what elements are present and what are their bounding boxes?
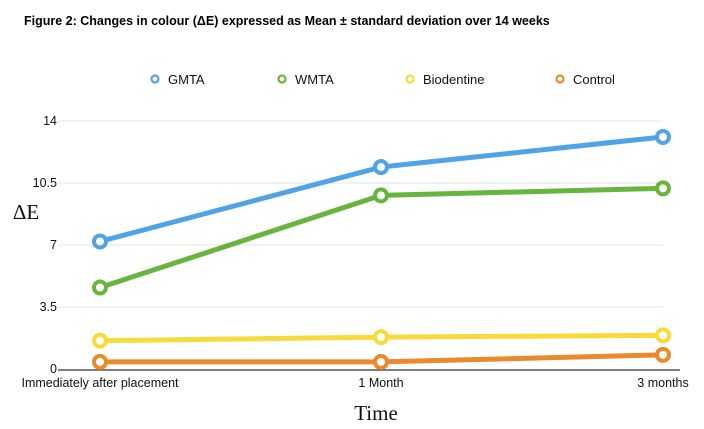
data-point [373, 329, 389, 346]
y-axis-title: ΔE [13, 200, 39, 224]
y-tick-label: 14 [43, 114, 57, 128]
data-point [92, 353, 108, 370]
legend-item-biodentine: Biodentine [405, 72, 484, 87]
legend-marker [555, 74, 565, 84]
x-tick-label: 1 Month [358, 376, 403, 390]
data-point [655, 180, 671, 197]
legend-marker [405, 74, 415, 84]
series-gmta [92, 128, 671, 250]
series-wmta [92, 180, 671, 296]
legend-item-gmta: GMTA [150, 72, 205, 87]
data-point [373, 159, 389, 176]
data-point [92, 279, 108, 296]
legend-item-control: Control [555, 72, 615, 87]
legend-label: GMTA [168, 72, 205, 87]
legend-label: WMTA [295, 72, 334, 87]
legend-marker [150, 74, 160, 84]
series-biodentine [92, 327, 671, 349]
data-point [655, 346, 671, 363]
legend: GMTA WMTA Biodentine Control [150, 72, 615, 87]
y-axis-ticks: 0 3.5 7 10.5 14 [33, 114, 57, 376]
data-point [655, 128, 671, 145]
data-point [373, 353, 389, 370]
series-control [92, 346, 671, 370]
y-tick-label: 10.5 [33, 176, 57, 190]
data-point [373, 187, 389, 204]
y-tick-label: 3.5 [40, 300, 57, 314]
legend-label: Control [573, 72, 615, 87]
series-group [92, 128, 671, 370]
legend-item-wmta: WMTA [277, 72, 334, 87]
data-point [92, 332, 108, 349]
y-tick-label: 0 [50, 362, 57, 376]
y-tick-label: 7 [50, 238, 57, 252]
x-axis-title: Time [354, 401, 398, 425]
x-tick-label: Immediately after placement [21, 376, 179, 390]
data-point [655, 327, 671, 344]
figure-title: Figure 2: Changes in colour (ΔE) express… [24, 14, 550, 28]
x-tick-label: 3 months [637, 376, 688, 390]
legend-marker [277, 74, 287, 84]
grid-lines [58, 120, 663, 308]
data-point [92, 233, 108, 250]
x-axis-ticks: Immediately after placement 1 Month 3 mont… [21, 376, 688, 390]
legend-label: Biodentine [423, 72, 484, 87]
